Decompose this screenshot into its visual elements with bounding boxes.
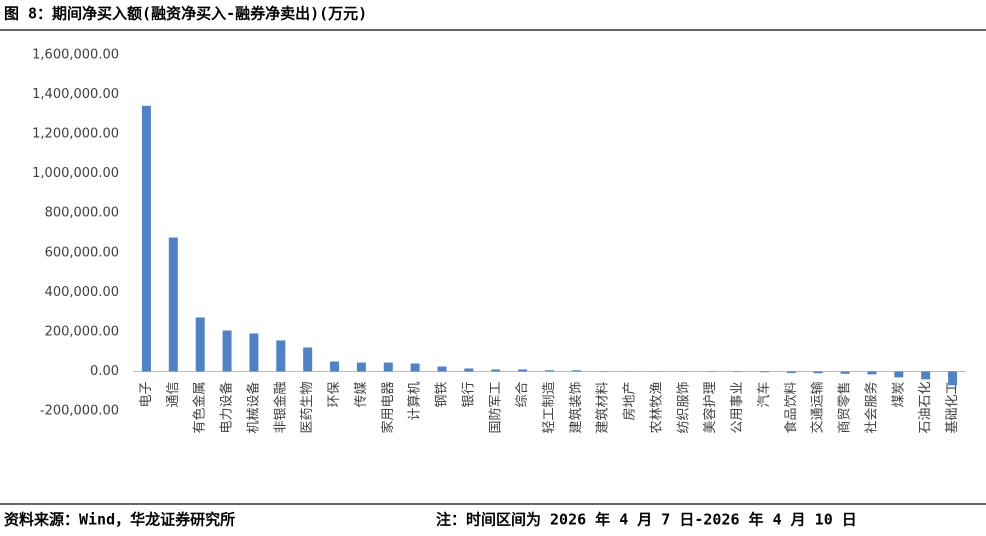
x-tick-label: 商贸零售 — [837, 381, 853, 433]
bar — [491, 369, 501, 372]
bar — [894, 371, 904, 378]
x-tick-label: 国防军工 — [487, 381, 503, 433]
x-tick-label: 房地产 — [622, 381, 638, 420]
y-tick-label: 1,000,000.00 — [32, 166, 119, 181]
bar — [545, 370, 554, 372]
x-tick-label: 食品饮料 — [783, 381, 799, 433]
y-tick-label: 1,400,000.00 — [32, 87, 119, 102]
x-tick-label: 综合 — [515, 381, 530, 407]
x-tick-label: 家用电器 — [380, 381, 396, 433]
x-tick-label: 社会服务 — [863, 381, 879, 433]
x-tick-label: 电力设备 — [219, 381, 235, 433]
bar — [867, 371, 877, 375]
y-tick-label: 200,000.00 — [45, 324, 119, 339]
x-tick-label: 机械设备 — [245, 381, 261, 433]
x-tick-label: 钢铁 — [435, 381, 450, 407]
bar — [330, 361, 340, 372]
x-tick-label: 传媒 — [354, 381, 369, 407]
bar — [464, 368, 474, 372]
x-tick-label: 环保 — [327, 381, 342, 407]
bar — [195, 317, 205, 372]
bar — [383, 362, 393, 372]
bar — [813, 371, 823, 374]
bar — [571, 370, 581, 372]
chart-title: 图 8：期间净买入额(融资净买入-融券净卖出)(万元) — [4, 5, 367, 23]
x-tick-label: 电子 — [139, 381, 154, 407]
x-tick-label: 美容护理 — [702, 381, 718, 433]
y-tick-label: 1,200,000.00 — [32, 127, 119, 142]
bar — [518, 369, 528, 372]
bar — [141, 105, 151, 372]
y-tick-label: 600,000.00 — [45, 245, 119, 260]
x-tick-label: 汽车 — [756, 381, 772, 407]
x-tick-label: 医药生物 — [300, 381, 315, 433]
bar — [921, 371, 931, 380]
bar — [733, 371, 743, 373]
bar — [840, 371, 850, 374]
x-tick-label: 非银金融 — [272, 381, 288, 433]
bar — [303, 347, 313, 372]
bar — [410, 363, 420, 372]
x-tick-label: 公用事业 — [730, 381, 745, 433]
bar — [276, 340, 286, 372]
x-tick-label: 计算机 — [408, 381, 423, 420]
bar — [437, 366, 447, 372]
bar — [356, 362, 366, 372]
y-tick-label: 1,600,000.00 — [32, 48, 119, 63]
x-tick-label: 基础化工 — [945, 381, 960, 433]
y-tick-label: 400,000.00 — [45, 285, 119, 300]
bar — [948, 371, 958, 386]
x-tick-label: 交通运输 — [810, 381, 826, 433]
bar — [249, 333, 259, 372]
source: 资料来源：Wind，华龙证券研究所 — [4, 511, 235, 529]
x-tick-label: 煤炭 — [891, 381, 906, 407]
y-tick-label: -200,000.00 — [40, 404, 119, 419]
x-tick-label: 通信 — [166, 381, 181, 407]
x-tick-label: 轻工制造 — [542, 381, 557, 433]
x-tick-label: 建筑装饰 — [568, 381, 584, 433]
x-tick-label: 银行 — [461, 381, 476, 407]
x-tick-label: 建筑材料 — [595, 381, 611, 433]
x-tick-label: 石油石化 — [918, 381, 933, 433]
x-tick-label: 农林牧渔 — [649, 381, 664, 433]
bar — [168, 237, 178, 372]
x-tick-label: 纺织服饰 — [676, 381, 691, 433]
x-tick-label: 有色金属 — [192, 381, 208, 433]
bar — [759, 371, 769, 373]
bar — [786, 371, 796, 374]
note: 注：时间区间为 2026 年 4 月 7 日-2026 年 4 月 10 日 — [436, 511, 857, 529]
bar — [222, 330, 232, 372]
y-tick-label: 800,000.00 — [45, 206, 119, 221]
y-tick-label: 0.00 — [90, 364, 119, 379]
